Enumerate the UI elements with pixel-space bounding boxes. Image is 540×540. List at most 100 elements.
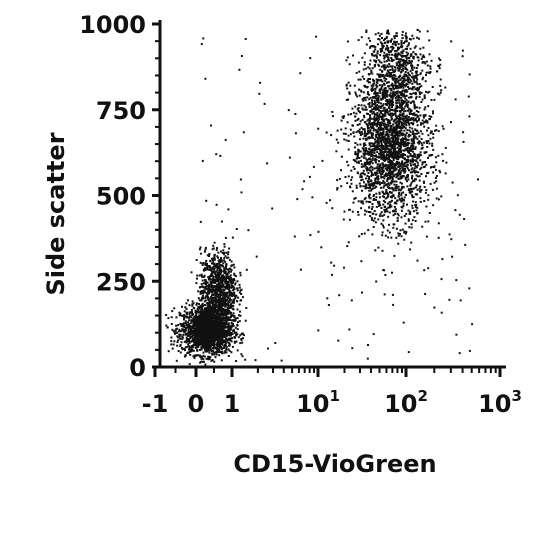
scatter-point	[427, 134, 430, 137]
scatter-point	[230, 351, 233, 354]
scatter-point	[216, 349, 219, 352]
scatter-point	[363, 132, 366, 135]
scatter-point	[210, 332, 213, 335]
scatter-point	[373, 119, 376, 122]
scatter-point	[206, 254, 209, 257]
scatter-point	[342, 218, 345, 221]
scatter-point	[369, 160, 372, 163]
scatter-point	[419, 114, 422, 117]
scatter-point	[190, 350, 193, 353]
scatter-point	[189, 349, 192, 352]
scatter-point	[414, 164, 417, 167]
scatter-point	[219, 300, 221, 302]
scatter-point	[197, 321, 200, 323]
scatter-point	[225, 326, 227, 329]
scatter-point	[181, 338, 184, 340]
scatter-point	[185, 336, 188, 339]
scatter-point	[208, 278, 211, 281]
scatter-point	[387, 206, 390, 209]
scatter-point	[204, 363, 207, 366]
scatter-point	[380, 88, 383, 91]
scatter-point	[394, 212, 397, 215]
scatter-point	[386, 126, 389, 129]
scatter-point	[346, 160, 349, 163]
scatter-point	[366, 186, 369, 189]
scatter-point	[186, 333, 189, 336]
scatter-point	[366, 180, 369, 183]
scatter-point	[369, 114, 371, 117]
scatter-point	[393, 139, 396, 142]
scatter-point	[220, 268, 222, 271]
scatter-point	[224, 316, 226, 319]
scatter-point	[370, 88, 373, 91]
scatter-point	[210, 280, 212, 283]
scatter-point	[220, 282, 223, 285]
scatter-point	[218, 338, 221, 341]
scatter-point	[362, 202, 365, 205]
scatter-point	[362, 99, 365, 102]
scatter-point	[217, 330, 220, 333]
scatter-point	[383, 208, 386, 211]
scatter-point	[376, 176, 379, 179]
scatter-point	[221, 276, 224, 279]
scatter-point	[206, 295, 209, 298]
scatter-point	[425, 140, 428, 143]
scatter-point	[391, 195, 394, 197]
scatter-point	[223, 326, 226, 329]
scatter-point	[417, 111, 420, 113]
scatter-point	[377, 136, 380, 139]
scatter-point	[225, 275, 228, 278]
scatter-point	[357, 211, 360, 213]
scatter-point	[239, 334, 242, 337]
scatter-point	[403, 163, 406, 166]
scatter-point	[427, 220, 430, 223]
scatter-point	[229, 319, 232, 321]
scatter-point	[216, 298, 219, 301]
scatter-point	[202, 315, 205, 318]
scatter-point	[386, 210, 389, 213]
scatter-point	[392, 195, 395, 198]
scatter-point	[374, 161, 377, 164]
scatter-point	[383, 177, 386, 180]
scatter-point	[377, 138, 379, 140]
scatter-point	[204, 348, 207, 350]
scatter-point	[232, 312, 235, 315]
scatter-point	[393, 93, 396, 96]
scatter-point	[343, 115, 345, 118]
scatter-point	[388, 160, 391, 163]
scatter-point	[394, 147, 397, 150]
scatter-point	[391, 109, 394, 112]
scatter-point	[220, 302, 223, 305]
scatter-point	[219, 258, 222, 261]
scatter-point	[406, 147, 409, 149]
scatter-point	[399, 146, 402, 149]
scatter-point	[395, 104, 398, 107]
scatter-point	[230, 269, 233, 272]
scatter-point	[343, 138, 346, 141]
scatter-point	[388, 131, 391, 134]
scatter-point	[197, 297, 200, 300]
scatter-point	[364, 99, 367, 102]
scatter-point	[403, 238, 406, 241]
scatter-point	[184, 346, 187, 349]
scatter-point	[214, 317, 217, 320]
scatter-point	[357, 151, 360, 154]
scatter-point	[381, 85, 384, 88]
scatter-point	[396, 146, 399, 149]
scatter-point	[381, 139, 384, 142]
scatter-point	[331, 110, 334, 113]
scatter-point	[398, 134, 401, 137]
scatter-point	[396, 134, 399, 137]
scatter-point	[213, 343, 216, 346]
scatter-point	[174, 332, 176, 335]
scatter-point	[444, 146, 447, 149]
scatter-point	[415, 184, 418, 187]
scatter-point	[364, 187, 367, 190]
scatter-point	[182, 323, 185, 326]
scatter-point	[379, 54, 382, 57]
scatter-point	[200, 308, 203, 311]
scatter-point	[185, 333, 188, 336]
scatter-point	[183, 340, 186, 343]
scatter-point	[367, 130, 370, 133]
scatter-point	[405, 101, 408, 104]
